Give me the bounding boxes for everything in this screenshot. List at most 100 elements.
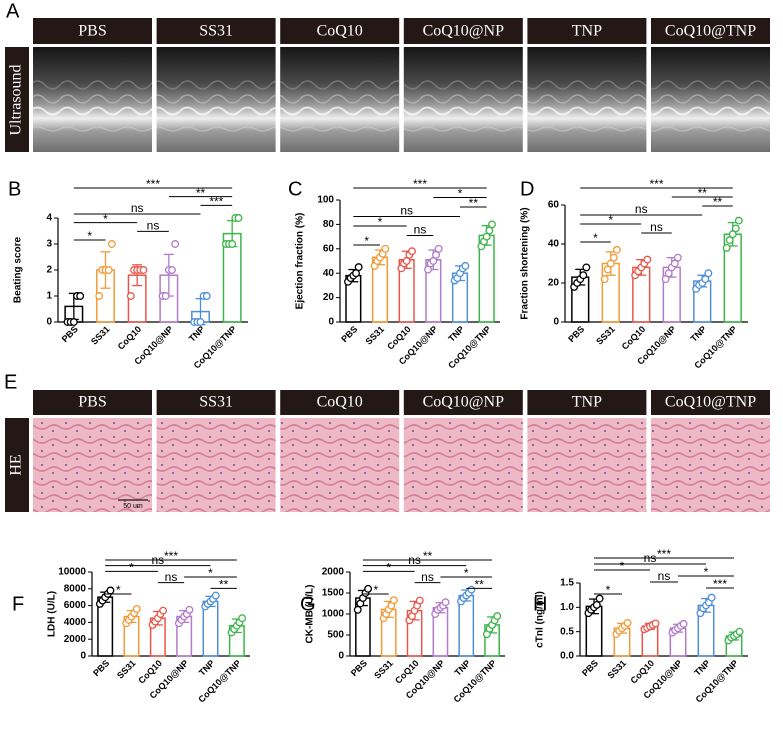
significance-label: ns — [147, 219, 160, 233]
data-point — [106, 586, 115, 595]
x-tick-label: PBS — [60, 324, 80, 344]
data-point — [731, 224, 740, 233]
significance-label: * — [116, 583, 121, 597]
y-tick-label: 1 — [46, 291, 52, 302]
data-point — [728, 230, 737, 239]
row-label: HE — [8, 454, 25, 475]
data-point — [381, 244, 390, 253]
significance-label: ** — [219, 578, 229, 592]
y-tick-label: 60 — [323, 243, 335, 254]
x-tick-label: PBS — [566, 324, 586, 344]
y-tick-label: 1.5 — [560, 578, 574, 589]
y-tick-label: 0 — [338, 651, 344, 662]
header-box — [403, 18, 523, 44]
significance-label: * — [386, 561, 391, 575]
header-label: CoQ10@NP — [423, 394, 505, 411]
x-tick-label: SS31 — [594, 324, 617, 347]
significance-label: *** — [146, 177, 160, 191]
data-point — [670, 259, 679, 268]
ultrasound-texture — [156, 47, 276, 152]
data-point — [185, 605, 194, 614]
row-label-box — [5, 418, 29, 512]
he-image — [156, 418, 276, 512]
significance-label: ns — [400, 204, 413, 218]
he-image — [651, 418, 770, 512]
significance-label: * — [608, 213, 613, 227]
header-box — [280, 18, 400, 44]
data-point — [389, 596, 398, 605]
panel-letter: F — [12, 593, 24, 615]
significance-label: * — [593, 231, 598, 245]
x-tick-label: CoQ10 — [629, 658, 657, 686]
he-image — [403, 418, 523, 512]
row-label-box — [5, 47, 29, 152]
x-tick-label: SS31 — [89, 324, 112, 347]
data-point — [651, 619, 660, 628]
data-point — [211, 591, 220, 600]
x-tick-label: TNP — [692, 658, 712, 678]
x-tick-label: TNP — [197, 658, 217, 678]
significance-label: ** — [474, 578, 484, 592]
data-point — [606, 259, 615, 268]
data-point — [161, 292, 170, 300]
data-point — [202, 292, 211, 300]
significance-label: ns — [165, 570, 178, 584]
data-point — [488, 220, 496, 229]
scale-bar-label: 50 um — [123, 503, 143, 510]
y-tick-label: 0.0 — [560, 651, 574, 662]
data-point — [595, 594, 604, 603]
significance-label: * — [620, 559, 625, 573]
data-point — [95, 292, 104, 300]
significance-label: * — [103, 212, 108, 226]
data-point — [168, 266, 176, 274]
he-image — [280, 418, 400, 512]
data-point — [701, 275, 710, 284]
data-point — [126, 292, 135, 300]
header-label: SS31 — [199, 394, 233, 411]
ultrasound-texture — [280, 47, 400, 152]
significance-label: ** — [469, 196, 479, 210]
x-tick-label: PBS — [349, 658, 369, 678]
data-point — [69, 318, 78, 326]
y-tick-label: 0 — [553, 317, 559, 328]
data-point — [707, 593, 716, 602]
data-point — [461, 261, 470, 270]
y-tick-label: 0 — [328, 317, 334, 328]
ultrasound-texture — [651, 47, 770, 152]
y-tick-label: 40 — [548, 239, 560, 250]
data-point — [159, 606, 168, 615]
header-label: PBS — [78, 23, 106, 40]
header-box — [403, 390, 523, 415]
significance-label: ns — [408, 553, 421, 567]
ultrasound-texture — [33, 47, 152, 152]
significance-label: *** — [209, 195, 223, 209]
x-tick-label: SS31 — [372, 658, 395, 681]
y-tick-label: 2000 — [322, 567, 345, 578]
data-point — [228, 240, 237, 248]
y-tick-label: 3 — [46, 239, 52, 250]
significance-label: ** — [196, 186, 206, 200]
significance-label: * — [373, 583, 378, 597]
data-point — [734, 216, 743, 225]
data-point — [725, 236, 734, 245]
data-point — [353, 605, 362, 614]
significance-label: * — [458, 187, 463, 201]
header-box — [156, 390, 276, 415]
data-point — [171, 240, 180, 248]
y-tick-label: 10000 — [58, 567, 86, 578]
panel-letter: D — [520, 178, 534, 200]
data-point — [592, 600, 601, 609]
significance-label: ns — [151, 553, 164, 567]
panel-letter: E — [4, 371, 17, 393]
x-tick-label: TNP — [453, 658, 473, 678]
header-label: PBS — [78, 394, 106, 411]
significance-label: ** — [698, 186, 708, 200]
y-tick-label: 100 — [317, 195, 334, 206]
y-axis-label: LDH (U/L) — [47, 591, 58, 637]
data-point — [415, 596, 424, 605]
data-point — [493, 612, 502, 621]
data-point — [661, 275, 670, 284]
data-point — [408, 247, 416, 256]
y-tick-label: 4 — [46, 213, 52, 224]
